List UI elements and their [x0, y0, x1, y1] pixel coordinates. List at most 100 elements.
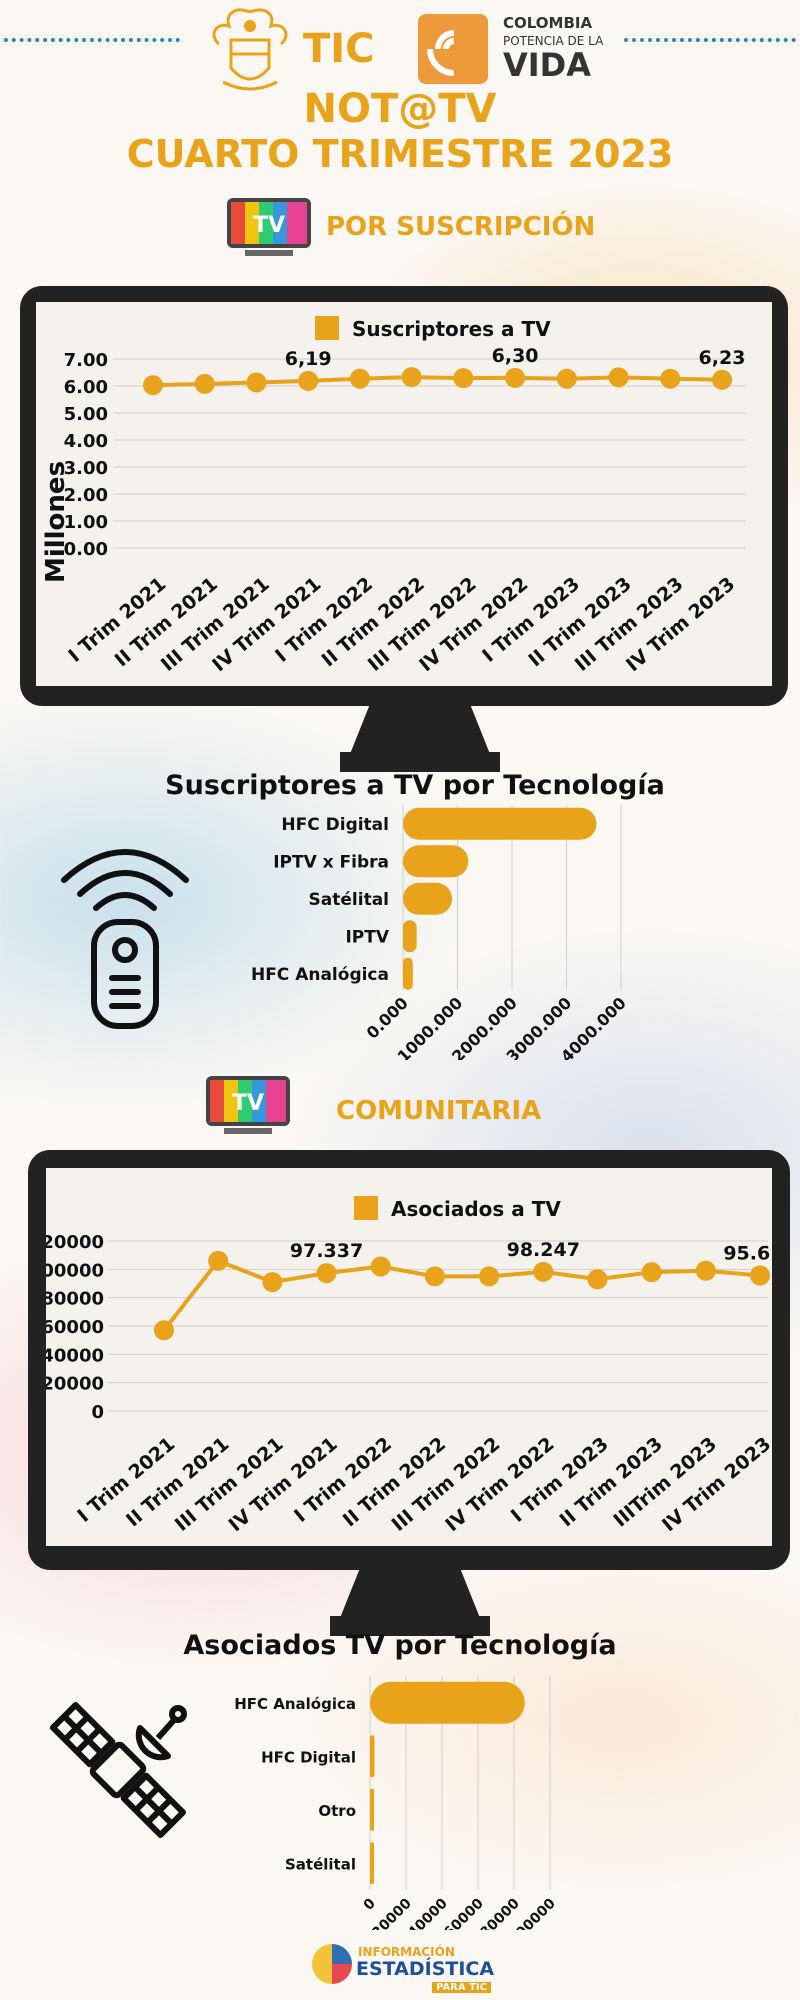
y-tick-label: 20000 — [46, 1374, 104, 1395]
bar — [370, 1681, 525, 1724]
tic-label: TIC — [303, 26, 375, 72]
x-tick-label: 40000 — [405, 1895, 451, 1930]
chart-asociados-tv: Asociados a TV 0 20000 40000 60000 80000 1000… — [46, 1196, 772, 1536]
footer-line1: INFORMACIÓN — [358, 1945, 455, 1959]
page-title: NOT@TV — [303, 86, 497, 132]
chart-asociados-tecnologia: HFC Analógica HFC Digital Otro Satélital 02… — [234, 1676, 559, 1930]
monitor-2-stand — [330, 1568, 490, 1636]
bar — [403, 845, 469, 878]
y-tick-label: 120000 — [46, 1232, 104, 1253]
tv-icon-comunitaria-label: TV — [232, 1091, 264, 1116]
series-line — [152, 375, 723, 388]
y-tick-label: 7.00 — [64, 350, 108, 371]
y-tick-label: 1.00 — [64, 512, 108, 533]
category-label: IPTV — [345, 927, 389, 947]
info-estadistica-logo-icon — [312, 1944, 352, 1984]
coat-of-arms-icon — [212, 8, 288, 91]
y-tick-label: 80000 — [46, 1289, 104, 1310]
data-label: 6,30 — [492, 345, 539, 367]
tv-icon-comunitaria: TV — [206, 1076, 290, 1134]
chart-suscriptores-tv: Suscriptores a TV 0.00 1.00 2.00 3.00 4.00 5.… — [41, 316, 746, 676]
bar — [370, 1788, 374, 1831]
data-point — [660, 368, 681, 389]
satellite-icon — [49, 1701, 187, 1839]
legend-swatch — [315, 316, 339, 340]
remote-control-icon — [61, 849, 189, 1029]
header-dots-left — [4, 38, 180, 42]
series-line-2 — [162, 1258, 761, 1332]
category-label: Satélital — [285, 1855, 356, 1873]
data-point — [154, 1320, 174, 1341]
y-axis-label: Millones — [41, 461, 71, 583]
data-point — [401, 367, 422, 388]
data-point — [556, 368, 577, 389]
category-label: HFC Analógica — [251, 965, 389, 985]
data-label: 6,19 — [285, 348, 332, 370]
bar — [403, 920, 417, 953]
footer-line2: ESTADÍSTICA — [356, 1958, 495, 1980]
data-label: 98.247 — [507, 1239, 580, 1261]
colombia-line2: POTENCIA DE LA — [503, 34, 604, 48]
category-label: Satélital — [309, 890, 389, 910]
data-point — [262, 1272, 283, 1293]
monitor-2-screen — [46, 1168, 772, 1546]
x-tick-label: 20000 — [369, 1895, 415, 1930]
colombia-line3: VIDA — [503, 46, 591, 84]
colombia-line1: COLOMBIA — [503, 14, 593, 32]
data-point — [194, 373, 215, 394]
colombia-logo-icon — [418, 14, 488, 84]
category-label: IPTV x Fibra — [273, 852, 389, 872]
y-tick-label: 60000 — [46, 1317, 104, 1338]
x-tick-label: 0 — [361, 1895, 379, 1913]
category-label: Otro — [318, 1802, 356, 1820]
data-point — [349, 368, 370, 389]
data-label: 97.337 — [290, 1240, 363, 1262]
data-point — [453, 368, 474, 389]
data-point — [712, 369, 732, 390]
data-point — [370, 1256, 391, 1277]
bar — [370, 1842, 374, 1885]
x-tick-label: 0.000 — [363, 993, 412, 1042]
data-point — [608, 367, 629, 388]
y-tick-label: 5.00 — [64, 404, 108, 425]
section-comunitaria-label: COMUNITARIA — [336, 1096, 542, 1126]
data-point — [533, 1261, 554, 1282]
legend-label-2: Asociados a TV — [391, 1197, 561, 1221]
category-label: HFC Analógica — [234, 1695, 356, 1713]
header-dots-right — [624, 38, 796, 42]
data-point — [587, 1269, 608, 1290]
y-tick-label: 40000 — [46, 1345, 104, 1366]
chart-title-suscriptores-tecnologia: Suscriptores a TV por Tecnología — [165, 770, 665, 801]
x-tick-label: 60000 — [441, 1895, 487, 1930]
y-tick-label: 0.00 — [64, 539, 108, 560]
data-point — [641, 1262, 662, 1283]
legend-label: Suscriptores a TV — [352, 317, 551, 341]
page-subtitle: CUARTO TRIMESTRE 2023 — [126, 132, 674, 176]
chart-title-asociados-tecnologia: Asociados TV por Tecnología — [183, 1630, 617, 1661]
data-label: 6,23 — [699, 347, 746, 369]
x-tick-label: 80000 — [477, 1895, 523, 1930]
legend-swatch-2 — [354, 1196, 378, 1220]
y-tick-label: 4.00 — [64, 431, 108, 452]
data-point — [208, 1250, 229, 1271]
y-tick-label: 0 — [91, 1402, 104, 1423]
bar — [403, 882, 453, 915]
tv-icon: TV — [227, 198, 311, 256]
footer-line3: PARA TIC — [432, 1982, 491, 1993]
data-point — [695, 1260, 716, 1281]
bar — [370, 1735, 375, 1778]
data-point — [246, 372, 267, 393]
section-suscripcion-label: POR SUSCRIPCIÓN — [326, 212, 596, 242]
data-point — [479, 1266, 500, 1287]
bar — [403, 807, 597, 840]
chart-suscriptores-tecnologia: HFC Digital IPTV x Fibra Satélital IPTV HFC … — [251, 805, 630, 1060]
data-point — [750, 1265, 770, 1286]
y-tick-label: 3.00 — [64, 458, 108, 479]
bar — [403, 957, 413, 990]
data-point — [143, 375, 163, 396]
data-point — [316, 1263, 337, 1284]
data-label: 95.612 — [723, 1243, 772, 1265]
y-tick-label: 2.00 — [64, 485, 108, 506]
y-tick-label: 100000 — [46, 1260, 104, 1281]
monitor-1-stand — [340, 704, 500, 772]
